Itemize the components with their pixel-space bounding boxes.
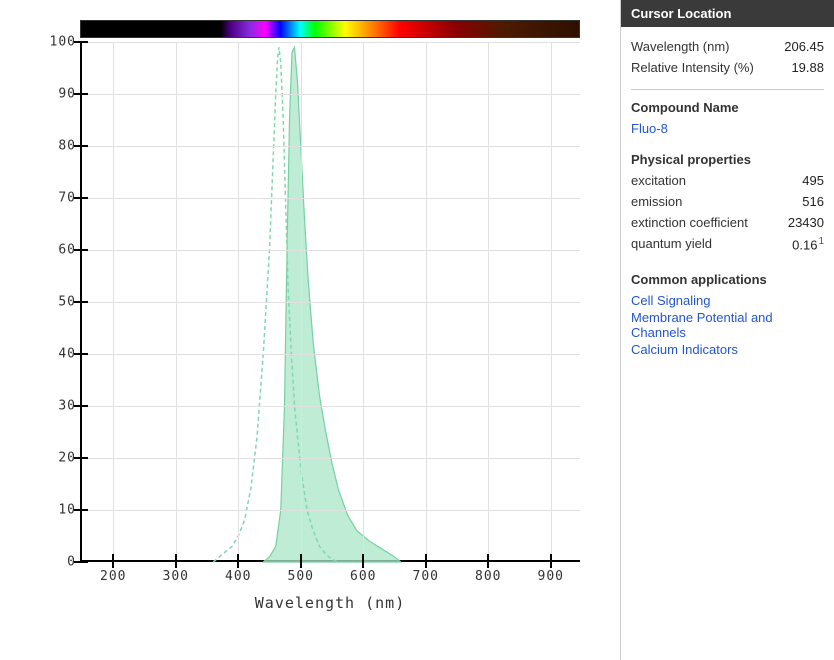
grid-horizontal bbox=[82, 406, 580, 407]
physical-properties-list: excitation 495 emission 516 extinction coeff… bbox=[631, 173, 824, 252]
x-tick-mark bbox=[362, 554, 364, 568]
x-tick-mark bbox=[425, 554, 427, 568]
x-axis-label: Wavelength (nm) bbox=[80, 594, 580, 612]
property-label: quantum yield bbox=[631, 236, 712, 252]
divider bbox=[631, 89, 824, 90]
cursor-intensity-label: Relative Intensity (%) bbox=[631, 60, 754, 75]
footnote-ref[interactable]: 1 bbox=[818, 236, 824, 247]
property-value: 516 bbox=[802, 194, 824, 209]
property-label: extinction coefficient bbox=[631, 215, 748, 230]
y-tick-label: 90 bbox=[40, 87, 76, 102]
grid-vertical bbox=[426, 42, 427, 560]
x-tick-label: 900 bbox=[538, 569, 564, 584]
y-tick-label: 20 bbox=[40, 451, 76, 466]
grid-vertical bbox=[113, 42, 114, 560]
grid-horizontal bbox=[82, 302, 580, 303]
x-tick-mark bbox=[175, 554, 177, 568]
y-tick-mark bbox=[74, 41, 88, 43]
y-tick-label: 60 bbox=[40, 243, 76, 258]
x-tick-mark bbox=[550, 554, 552, 568]
y-tick-mark bbox=[74, 509, 88, 511]
y-tick-mark bbox=[74, 197, 88, 199]
physical-properties-title: Physical properties bbox=[631, 152, 824, 167]
grid-horizontal bbox=[82, 146, 580, 147]
spectrum-plot[interactable]: 0102030405060708090100200300400500600700… bbox=[80, 42, 580, 562]
grid-vertical bbox=[488, 42, 489, 560]
y-tick-label: 80 bbox=[40, 139, 76, 154]
x-tick-label: 700 bbox=[413, 569, 439, 584]
grid-horizontal bbox=[82, 354, 580, 355]
application-link[interactable]: Cell Signaling bbox=[631, 293, 824, 308]
grid-vertical bbox=[176, 42, 177, 560]
common-applications-title: Common applications bbox=[631, 272, 824, 287]
application-link[interactable]: Calcium Indicators bbox=[631, 342, 824, 357]
y-tick-mark bbox=[74, 561, 88, 563]
cursor-intensity-row: Relative Intensity (%) 19.88 bbox=[631, 60, 824, 75]
compound-name-title: Compound Name bbox=[631, 100, 824, 115]
y-tick-label: 0 bbox=[40, 555, 76, 570]
cursor-wavelength-row: Wavelength (nm) 206.45 bbox=[631, 39, 824, 54]
y-tick-label: 70 bbox=[40, 191, 76, 206]
side-panel-body: Wavelength (nm) 206.45 Relative Intensit… bbox=[621, 27, 834, 371]
x-tick-label: 400 bbox=[225, 569, 251, 584]
property-label: excitation bbox=[631, 173, 686, 188]
grid-horizontal bbox=[82, 42, 580, 43]
y-tick-label: 40 bbox=[40, 347, 76, 362]
y-tick-mark bbox=[74, 353, 88, 355]
y-tick-label: 10 bbox=[40, 503, 76, 518]
y-tick-mark bbox=[74, 93, 88, 95]
grid-horizontal bbox=[82, 458, 580, 459]
y-tick-label: 30 bbox=[40, 399, 76, 414]
x-tick-mark bbox=[112, 554, 114, 568]
application-link[interactable]: Membrane Potential and Channels bbox=[631, 310, 824, 340]
grid-horizontal bbox=[82, 198, 580, 199]
applications-list: Cell Signaling Membrane Potential and Cha… bbox=[631, 293, 824, 357]
side-panel: Cursor Location Wavelength (nm) 206.45 R… bbox=[620, 0, 834, 660]
grid-vertical bbox=[363, 42, 364, 560]
x-tick-mark bbox=[300, 554, 302, 568]
y-tick-mark bbox=[74, 457, 88, 459]
grid-horizontal bbox=[82, 250, 580, 251]
x-tick-mark bbox=[487, 554, 489, 568]
property-row: excitation 495 bbox=[631, 173, 824, 188]
spectrum-color-bar bbox=[80, 20, 580, 38]
x-tick-mark bbox=[237, 554, 239, 568]
cursor-intensity-value: 19.88 bbox=[791, 60, 824, 75]
grid-horizontal bbox=[82, 510, 580, 511]
property-value: 0.161 bbox=[792, 236, 824, 252]
compound-name-link[interactable]: Fluo-8 bbox=[631, 121, 824, 136]
property-value: 23430 bbox=[788, 215, 824, 230]
property-row: extinction coefficient 23430 bbox=[631, 215, 824, 230]
cursor-wavelength-label: Wavelength (nm) bbox=[631, 39, 730, 54]
property-value: 495 bbox=[802, 173, 824, 188]
plot-wrap: 0 10 20 30 40 50 60 70 80 90 100 200 300 400 500 600 700… bbox=[20, 20, 600, 620]
y-tick-mark bbox=[74, 249, 88, 251]
x-tick-label: 800 bbox=[475, 569, 501, 584]
grid-horizontal bbox=[82, 94, 580, 95]
cursor-wavelength-value: 206.45 bbox=[784, 39, 824, 54]
property-label: emission bbox=[631, 194, 682, 209]
x-tick-label: 200 bbox=[100, 569, 126, 584]
x-tick-label: 500 bbox=[288, 569, 314, 584]
grid-vertical bbox=[238, 42, 239, 560]
y-tick-label: 100 bbox=[40, 35, 76, 50]
y-tick-mark bbox=[74, 301, 88, 303]
chart-panel: 0 10 20 30 40 50 60 70 80 90 100 200 300 400 500 600 700… bbox=[0, 0, 620, 660]
grid-vertical bbox=[551, 42, 552, 560]
grid-vertical bbox=[301, 42, 302, 560]
y-tick-mark bbox=[74, 145, 88, 147]
x-tick-label: 600 bbox=[350, 569, 376, 584]
y-tick-mark bbox=[74, 405, 88, 407]
property-row: quantum yield 0.161 bbox=[631, 236, 824, 252]
y-tick-label: 50 bbox=[40, 295, 76, 310]
x-tick-label: 300 bbox=[163, 569, 189, 584]
side-panel-header: Cursor Location bbox=[621, 0, 834, 27]
property-row: emission 516 bbox=[631, 194, 824, 209]
